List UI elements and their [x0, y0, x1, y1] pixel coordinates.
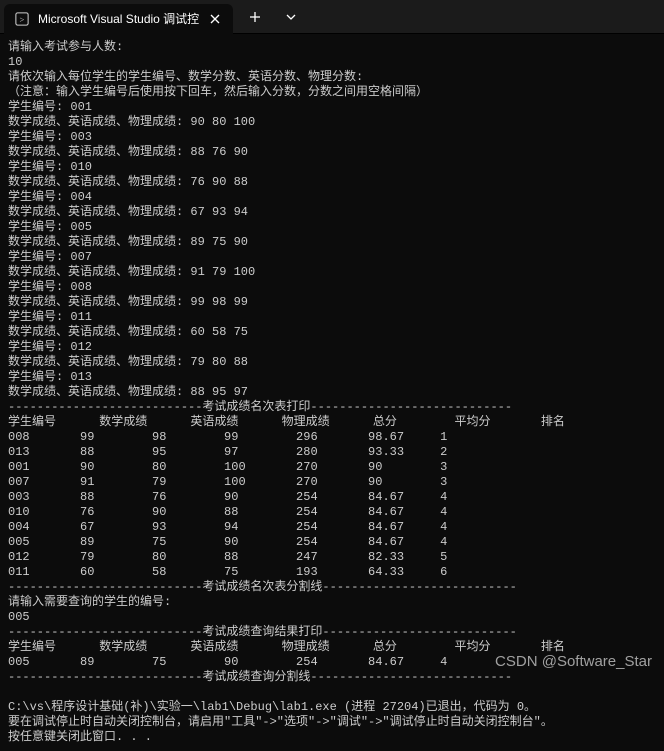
chevron-down-icon[interactable] [275, 2, 307, 32]
titlebar-actions [239, 0, 307, 33]
app-icon: > [14, 11, 30, 27]
window-titlebar: > Microsoft Visual Studio 调试控 [0, 0, 664, 34]
close-icon[interactable] [207, 11, 223, 27]
console-output: 请输入考试参与人数: 10 请依次输入每位学生的学生编号、数学分数、英语分数、物… [0, 34, 664, 751]
tab-title: Microsoft Visual Studio 调试控 [38, 10, 199, 27]
window-tab[interactable]: > Microsoft Visual Studio 调试控 [4, 4, 233, 34]
svg-text:>: > [20, 14, 25, 24]
new-tab-button[interactable] [239, 2, 271, 32]
